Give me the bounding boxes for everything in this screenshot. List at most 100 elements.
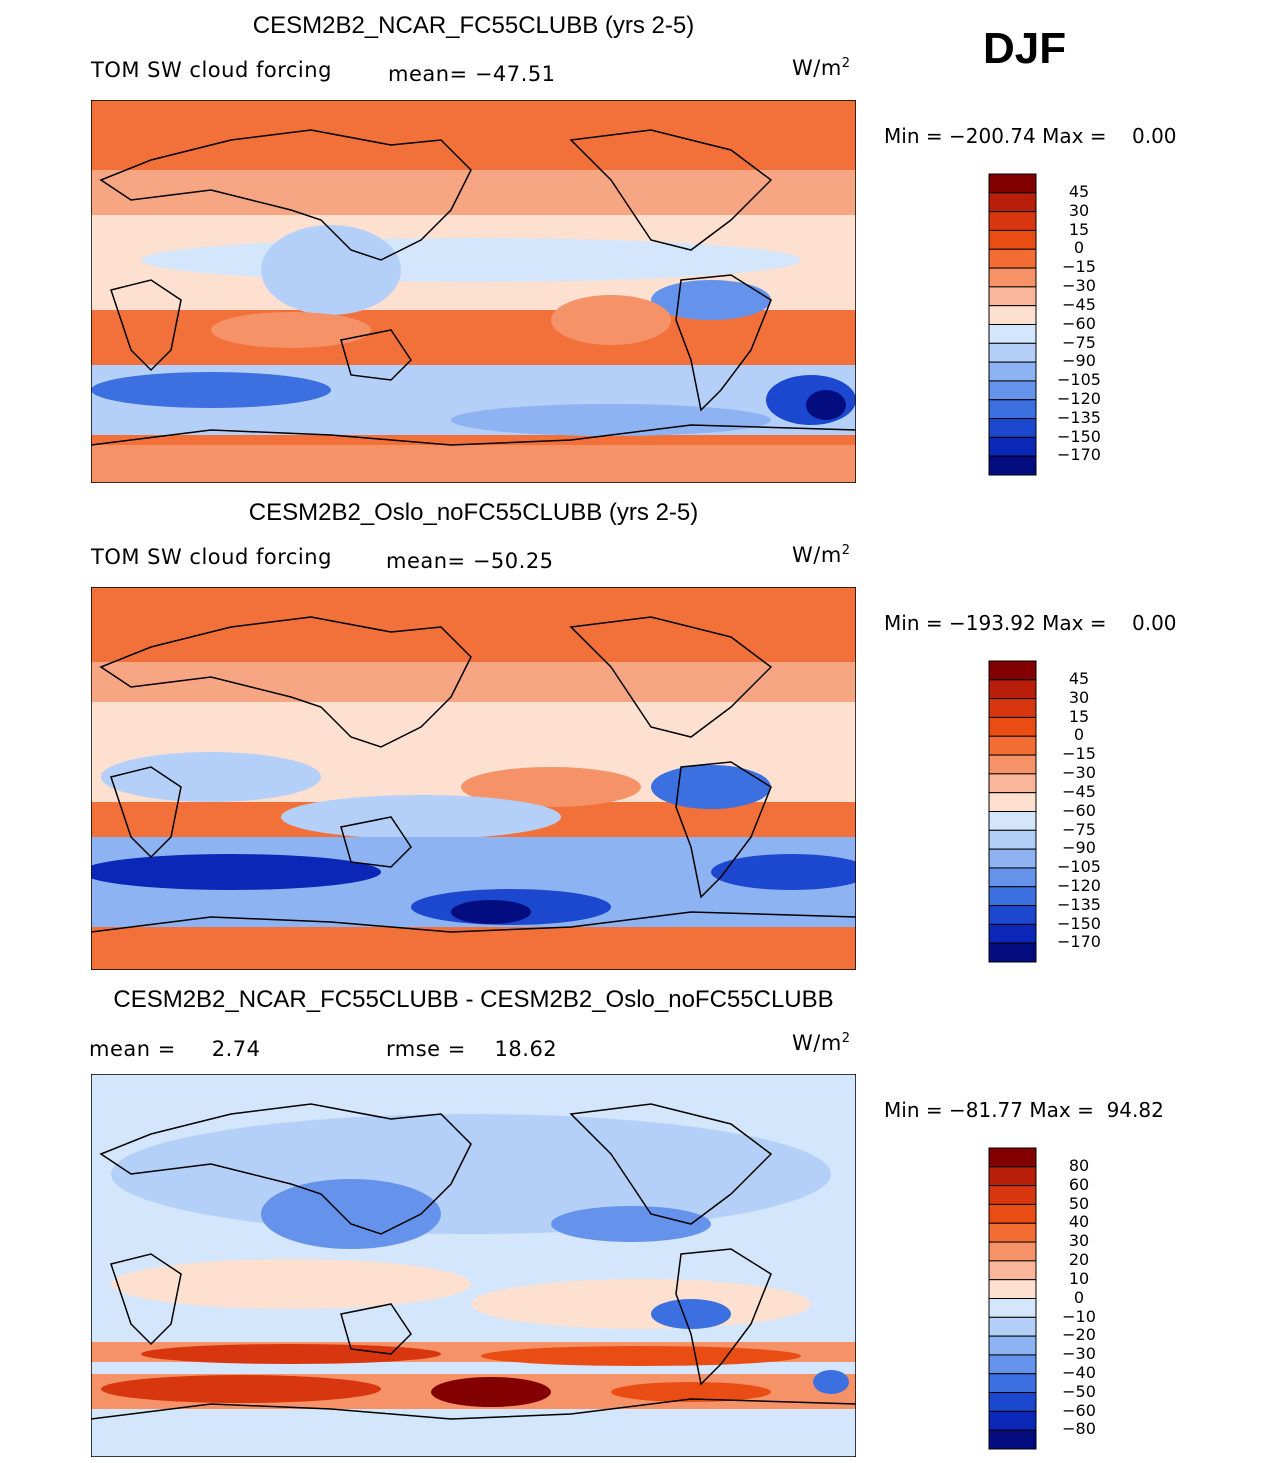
panel-2-title: CESM2B2_Oslo_noFC55CLUBB (yrs 2-5) <box>248 499 699 526</box>
colorbar-tick-label: −120 <box>1057 875 1101 895</box>
colorbar-swatch <box>988 192 1037 213</box>
colorbar-tick-label: 0 <box>1073 238 1085 258</box>
colorbar-tick-label: 15 <box>1068 706 1090 726</box>
colorbar-tick-label: −30 <box>1062 1344 1096 1364</box>
colorbar-swatch <box>988 1410 1037 1431</box>
colorbar-swatch <box>988 1429 1037 1450</box>
panel-3-minmax: Min = −81.77 Max = 94.82 <box>884 1098 1164 1122</box>
colorbar-swatch <box>988 229 1037 250</box>
colorbar-swatch <box>988 1147 1037 1168</box>
panel-2-variable-label: TOM SW cloud forcing <box>91 545 332 569</box>
panel-3-title: CESM2B2_NCAR_FC55CLUBB - CESM2B2_Oslo_no… <box>113 986 834 1013</box>
colorbar-tick-label: −60 <box>1062 313 1096 333</box>
panel-2-map <box>91 587 856 970</box>
colorbar-tick-label: 10 <box>1068 1268 1090 1288</box>
colorbar-tick-label: −15 <box>1062 257 1096 277</box>
colorbar-swatch <box>988 1241 1037 1262</box>
colorbar-tick-label: −170 <box>1057 932 1101 952</box>
panel-2-units: W/m2 <box>792 543 851 567</box>
colorbar-tick-label: −30 <box>1062 763 1096 783</box>
colorbar-swatch <box>988 418 1037 438</box>
colorbar-swatch <box>988 716 1037 737</box>
colorbar-swatch <box>988 1392 1037 1412</box>
colorbar-tick-label: 45 <box>1068 182 1090 201</box>
panel-1-minmax: Min = −200.74 Max = 0.00 <box>884 124 1177 148</box>
colorbar-tick-label: 20 <box>1068 1250 1090 1270</box>
colorbar-tick-label: 60 <box>1068 1174 1090 1194</box>
colorbar-swatch <box>988 886 1037 907</box>
colorbar-swatch <box>988 792 1037 812</box>
season-label: DJF <box>983 24 1067 73</box>
colorbar-swatch <box>988 905 1037 925</box>
colorbar-tick-label: −75 <box>1062 332 1096 352</box>
panel-1-units: W/m2 <box>792 56 851 80</box>
panel-1-title: CESM2B2_NCAR_FC55CLUBB (yrs 2-5) <box>252 12 695 39</box>
colorbar-tick-label: −10 <box>1062 1306 1096 1326</box>
colorbar-swatch <box>988 342 1037 363</box>
colorbar-tick-label: 0 <box>1073 725 1085 745</box>
colorbar-tick-label: −105 <box>1057 370 1101 390</box>
colorbar-swatch <box>988 867 1037 888</box>
colorbar-swatch <box>988 361 1037 382</box>
colorbar-tick-label: −60 <box>1062 1400 1096 1420</box>
colorbar-swatch <box>988 1279 1037 1299</box>
colorbar-swatch <box>988 848 1037 869</box>
colorbar-tick-label: 30 <box>1068 200 1090 220</box>
panel-2-colorbar <box>988 660 1037 963</box>
colorbar-tick-label: −30 <box>1062 276 1096 296</box>
colorbar-swatch <box>988 1335 1037 1356</box>
colorbar-tick-label: −15 <box>1062 744 1096 764</box>
colorbar-tick-label: −80 <box>1062 1419 1096 1439</box>
colorbar-swatch <box>988 1222 1037 1243</box>
colorbar-tick-label: −40 <box>1062 1362 1096 1382</box>
colorbar-swatch <box>988 811 1037 831</box>
colorbar-tick-label: 0 <box>1073 1287 1085 1307</box>
colorbar-tick-label: −75 <box>1062 819 1096 839</box>
colorbar-swatch <box>988 660 1037 681</box>
colorbar-swatch <box>988 1354 1037 1375</box>
colorbar-tick-label: 15 <box>1068 219 1090 239</box>
colorbar-swatch <box>988 942 1037 963</box>
colorbar-tick-label: −105 <box>1057 857 1101 877</box>
colorbar-tick-label: 40 <box>1068 1212 1090 1232</box>
colorbar-tick-label: −150 <box>1057 913 1101 933</box>
colorbar-tick-label: −60 <box>1062 800 1096 820</box>
panel-2-mean-label: mean= −50.25 <box>386 549 554 573</box>
colorbar-tick-label: −20 <box>1062 1325 1096 1345</box>
colorbar-swatch <box>988 211 1037 231</box>
colorbar-swatch <box>988 1166 1037 1187</box>
colorbar-swatch <box>988 173 1037 194</box>
colorbar-swatch <box>988 829 1037 850</box>
colorbar-swatch <box>988 380 1037 401</box>
panel-3-rmse-label: rmse = 18.62 <box>386 1037 558 1061</box>
colorbar-tick-label: −120 <box>1057 388 1101 408</box>
colorbar-swatch <box>988 1316 1037 1337</box>
panel-1-mean-label: mean= −47.51 <box>388 62 556 86</box>
panel-3-colorbar <box>988 1147 1037 1450</box>
colorbar-swatch <box>988 455 1037 476</box>
colorbar-swatch <box>988 773 1037 794</box>
panel-3-map <box>91 1074 856 1457</box>
colorbar-swatch <box>988 248 1037 269</box>
colorbar-swatch <box>988 1185 1037 1205</box>
colorbar-swatch <box>988 923 1037 944</box>
colorbar-swatch <box>988 1298 1037 1318</box>
colorbar-swatch <box>988 735 1037 756</box>
colorbar-tick-label: −170 <box>1057 445 1101 465</box>
colorbar-tick-label: 30 <box>1068 687 1090 707</box>
colorbar-swatch <box>988 286 1037 307</box>
colorbar-tick-label: −90 <box>1062 838 1096 858</box>
colorbar-tick-label: −50 <box>1062 1381 1096 1401</box>
colorbar-swatch <box>988 267 1037 288</box>
panel-3-units: W/m2 <box>792 1031 851 1055</box>
colorbar-tick-label: −135 <box>1057 407 1101 427</box>
colorbar-tick-label: −150 <box>1057 426 1101 446</box>
colorbar-swatch <box>988 324 1037 344</box>
colorbar-tick-label: −135 <box>1057 894 1101 914</box>
colorbar-tick-label: 80 <box>1068 1156 1090 1175</box>
colorbar-tick-label: −45 <box>1062 781 1096 801</box>
colorbar-swatch <box>988 1373 1037 1394</box>
panel-3-mean-label: mean = 2.74 <box>89 1037 261 1061</box>
colorbar-swatch <box>988 305 1037 325</box>
colorbar-tick-label: 30 <box>1068 1231 1090 1251</box>
